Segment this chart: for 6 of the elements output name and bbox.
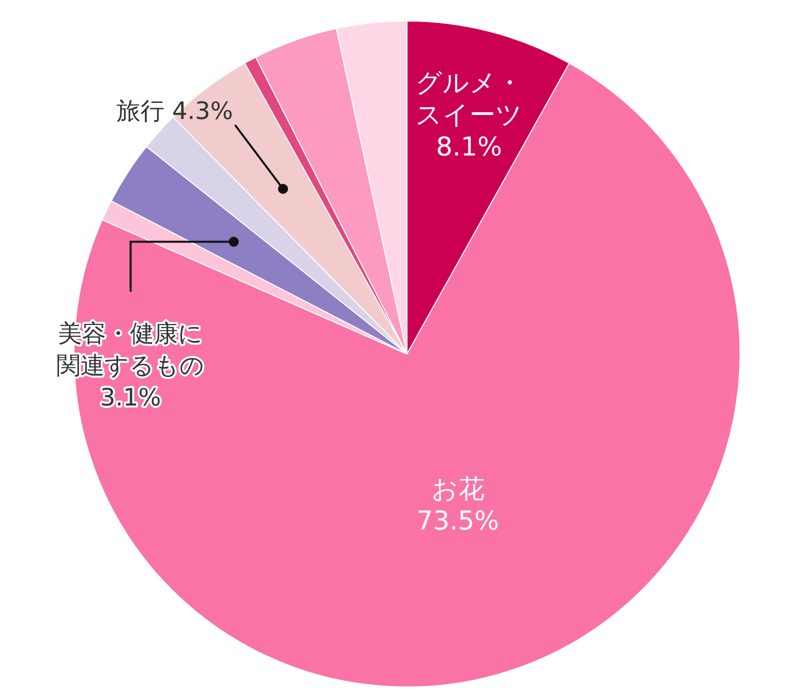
slice-label: グルメ・スイーツ — [416, 68, 523, 131]
data-label: 8.1% — [436, 132, 502, 163]
data-label: 3.1% — [100, 384, 162, 412]
slice-label: お花 — [431, 474, 484, 505]
slice-label: 旅行 4.3% — [116, 96, 234, 125]
data-label: 73.5% — [416, 506, 500, 537]
